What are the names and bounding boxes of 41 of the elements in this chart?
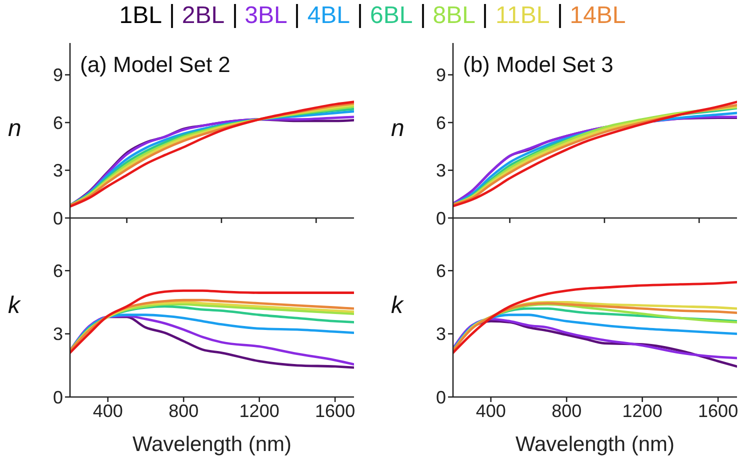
legend-label: 1BL xyxy=(119,2,162,30)
y-tick-label: 6 xyxy=(436,261,446,282)
y-tick-label: 0 xyxy=(436,208,446,228)
chart-title: (b) Model Set 3 xyxy=(463,52,614,78)
y-tick-label: 0 xyxy=(52,387,63,408)
y-axis-title: k xyxy=(8,292,20,320)
text: 8BL xyxy=(432,2,476,30)
text: 11BL xyxy=(495,2,550,30)
y-tick-label: 0 xyxy=(436,387,446,408)
y-tick-label: 6 xyxy=(52,112,63,133)
chart-title: (a) Model Set 2 xyxy=(80,52,230,78)
x-tick-label: 1200 xyxy=(239,400,280,421)
x-tick-label: 1600 xyxy=(698,400,738,421)
y-axis-title: k xyxy=(391,292,403,320)
y-tick-label: 9 xyxy=(436,65,446,86)
line-series xyxy=(453,318,737,360)
x-tick-label: 1200 xyxy=(622,400,662,421)
text: 3BL xyxy=(244,2,288,30)
x-tick-label: 1600 xyxy=(315,400,356,421)
x-tick-label: 800 xyxy=(168,400,199,421)
y-tick-label: 9 xyxy=(52,65,63,86)
y-tick-label: 3 xyxy=(52,160,63,181)
y-axis-title: n xyxy=(391,114,404,142)
line-series xyxy=(453,281,737,354)
x-axis-title: Wavelength (nm) xyxy=(515,433,675,456)
y-tick-label: 6 xyxy=(436,112,446,133)
y-tick-label: 6 xyxy=(52,261,63,282)
text: 4BL xyxy=(307,2,350,30)
x-tick-label: 400 xyxy=(92,400,123,421)
text: 6BL xyxy=(370,2,413,30)
x-axis-title: Wavelength (nm) xyxy=(132,433,292,456)
x-tick-label: 400 xyxy=(476,400,506,421)
y-tick-label: 3 xyxy=(436,160,446,181)
x-tick-label: 800 xyxy=(552,400,582,421)
y-axis-title: n xyxy=(8,114,22,142)
y-tick-label: 3 xyxy=(52,324,63,344)
y-tick-label: 0 xyxy=(52,208,63,228)
line-series xyxy=(70,289,354,354)
text: 14BL xyxy=(570,2,626,30)
text: 2BL xyxy=(182,2,225,30)
y-tick-label: 3 xyxy=(436,324,446,344)
